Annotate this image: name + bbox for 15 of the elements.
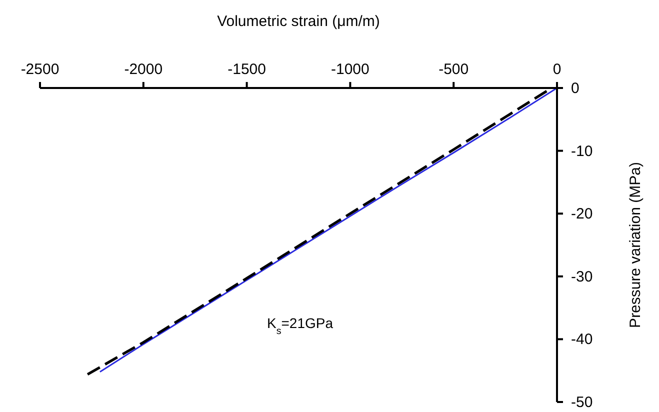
y-tick-label: -10 <box>571 142 593 160</box>
y-tick-label: -30 <box>571 268 593 286</box>
y-tick-label: -20 <box>571 206 593 223</box>
x-axis-title: Volumetric strain (μm/m) <box>217 13 380 30</box>
x-tick-label: 0 <box>552 61 562 78</box>
annotation: K$_{s}$=21GPa <box>266 315 334 336</box>
x-tick-label: -1500 <box>228 61 266 78</box>
y-tick-label: -50 <box>571 394 593 411</box>
y-tick-label: -40 <box>571 331 593 348</box>
x-tick-label: -1000 <box>331 61 370 78</box>
y-tick-label: 0 <box>571 80 580 97</box>
x-tick-label: -500 <box>438 61 469 78</box>
x-tick-label: -2000 <box>124 61 163 78</box>
x-tick-label: -2500 <box>20 61 60 78</box>
y-axis-title: Pressure variation (MPa) <box>627 162 644 328</box>
